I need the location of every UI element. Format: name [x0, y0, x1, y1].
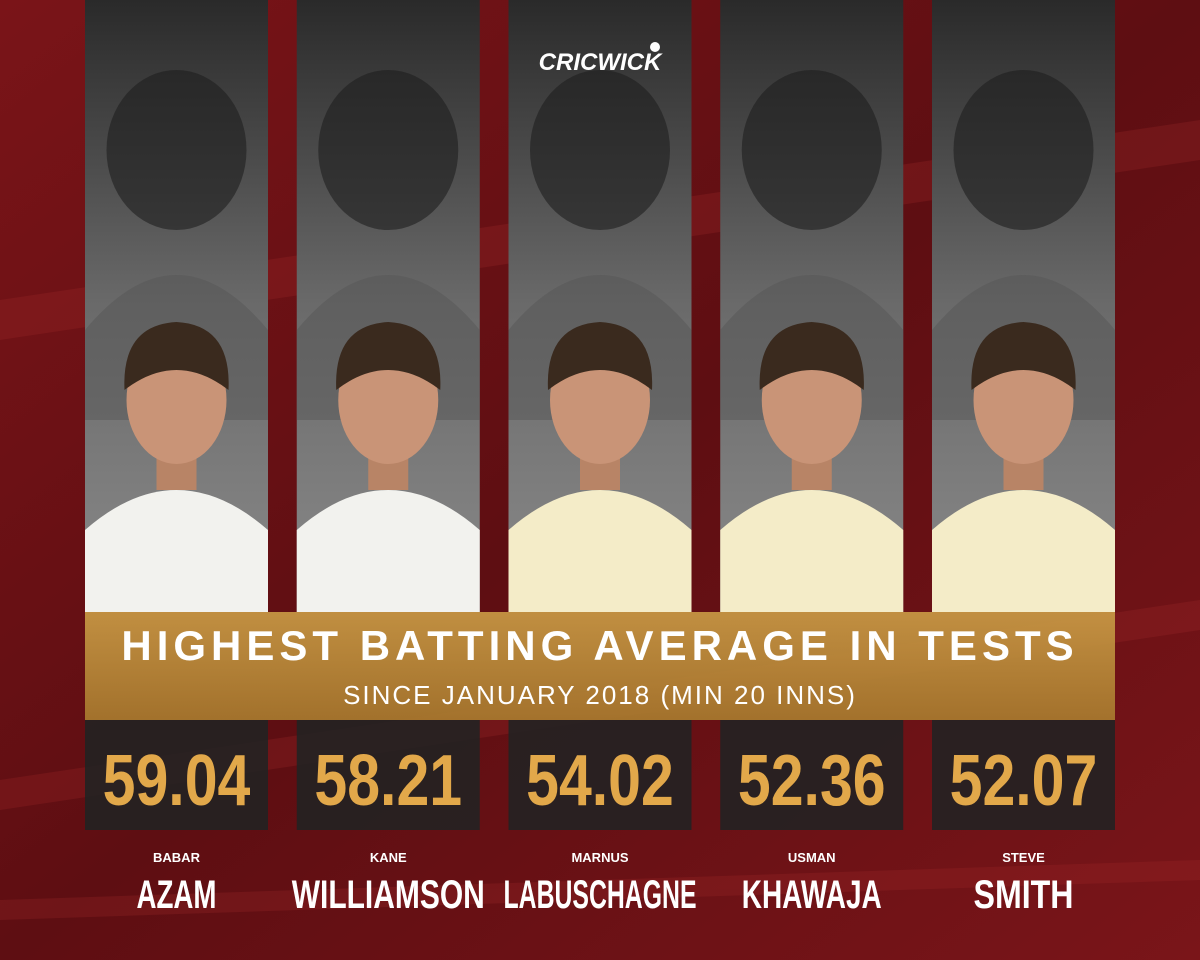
player-shirt — [508, 490, 692, 612]
player-hair — [336, 322, 441, 390]
last-name: SMITH — [974, 873, 1074, 917]
first-name: BABAR — [153, 850, 201, 865]
last-name: LABUSCHAGNE — [504, 873, 697, 917]
helmet-shadow — [741, 70, 882, 230]
average: 58.21 — [314, 739, 462, 820]
helmet-shadow — [953, 70, 1094, 230]
player-hair — [971, 322, 1076, 390]
player-hair — [547, 322, 653, 390]
player-shirt — [296, 490, 480, 612]
player-column: 52.07 STEVE SMITH — [932, 0, 1115, 917]
player-shirt — [720, 490, 904, 612]
first-name: KANE — [370, 850, 407, 865]
helmet-shadow — [318, 70, 459, 230]
average-box — [508, 720, 692, 830]
first-name: STEVE — [1002, 850, 1045, 865]
average: 52.36 — [738, 739, 886, 820]
title: HIGHEST BATTING AVERAGE IN TESTS — [121, 622, 1078, 669]
player-columns: 59.04 BABAR AZAM 58.21 KANE WILLIAMSON 54.02 MA… — [85, 0, 1115, 917]
player-column: 59.04 BABAR AZAM — [85, 0, 268, 917]
average-box — [85, 720, 268, 830]
average: 52.07 — [950, 739, 1098, 820]
first-name: MARNUS — [571, 850, 628, 865]
average-box — [720, 720, 904, 830]
average: 54.02 — [526, 739, 674, 820]
player-hair — [124, 322, 229, 390]
average-box — [932, 720, 1115, 830]
player-column: 58.21 KANE WILLIAMSON — [292, 0, 485, 917]
player-shirt — [932, 490, 1115, 612]
last-name: KHAWAJA — [742, 873, 882, 917]
title-banner — [85, 612, 1115, 720]
player-shirt — [85, 490, 268, 612]
average-box — [296, 720, 480, 830]
brand-logo: CRICWICK — [539, 42, 663, 76]
player-column: 52.36 USMAN KHAWAJA — [720, 0, 904, 917]
helmet-shadow — [530, 70, 670, 230]
last-name: WILLIAMSON — [292, 873, 485, 917]
brand: CRICWICK — [539, 49, 663, 76]
player-column: 54.02 MARNUS LABUSCHAGNE — [504, 0, 697, 917]
average: 59.04 — [103, 739, 251, 820]
first-name: USMAN — [788, 850, 836, 865]
player-hair — [759, 322, 864, 390]
last-name: AZAM — [137, 873, 217, 917]
brand-ball — [650, 42, 660, 52]
helmet-shadow — [106, 70, 247, 230]
subtitle: SINCE JANUARY 2018 (MIN 20 INNS) — [343, 680, 857, 710]
